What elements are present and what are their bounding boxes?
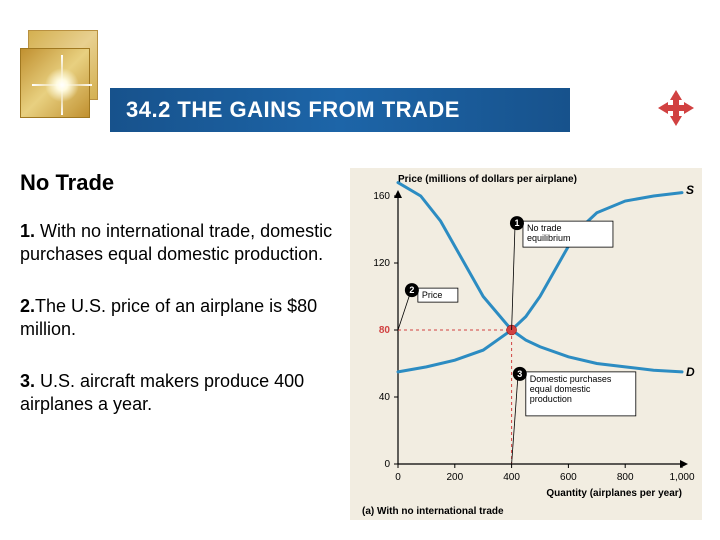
svg-text:Price: Price [422,290,443,300]
svg-text:Price (millions of dollars per: Price (millions of dollars per airplane) [398,174,577,185]
title-bar: 34.2 THE GAINS FROM TRADE [110,88,570,132]
svg-text:S: S [686,183,694,197]
svg-text:40: 40 [379,392,391,403]
svg-text:D: D [686,365,695,379]
content: No Trade 1. With no international trade,… [20,170,340,444]
move-icon[interactable] [656,88,696,128]
svg-text:Quantity (airplanes per year): Quantity (airplanes per year) [546,488,682,499]
svg-text:3: 3 [517,369,522,379]
svg-text:Domestic purchases: Domestic purchases [530,374,612,384]
svg-text:400: 400 [503,472,520,483]
svg-text:0: 0 [384,459,390,470]
svg-text:equal domestic: equal domestic [530,384,591,394]
svg-text:160: 160 [373,191,390,202]
header: 34.2 THE GAINS FROM TRADE [0,0,720,150]
svg-text:0: 0 [395,472,401,483]
svg-text:800: 800 [617,472,634,483]
bullet-3: 3. U.S. aircraft makers produce 400 airp… [20,370,340,417]
svg-text:200: 200 [446,472,463,483]
svg-text:2: 2 [409,285,414,295]
svg-text:80: 80 [379,325,391,336]
page-title: 34.2 THE GAINS FROM TRADE [126,97,460,123]
svg-text:120: 120 [373,258,390,269]
bullet-3-text: U.S. aircraft makers produce 400 airplan… [20,371,304,414]
bullet-2-text: The U.S. price of an airplane is $80 mil… [20,296,317,339]
svg-text:1,000: 1,000 [669,472,694,483]
svg-text:equilibrium: equilibrium [527,233,571,243]
bullet-2-num: 2. [20,296,35,316]
svg-text:(a) With no international trad: (a) With no international trade [362,506,504,517]
svg-text:1: 1 [514,218,519,228]
bullet-1: 1. With no international trade, domestic… [20,220,340,267]
svg-text:600: 600 [560,472,577,483]
svg-text:production: production [530,394,572,404]
subheading: No Trade [20,170,340,196]
chart: Price (millions of dollars per airplane)… [350,168,702,520]
logo-icon [20,30,110,120]
bullet-1-text: With no international trade, domestic pu… [20,221,332,264]
svg-text:No trade: No trade [527,223,562,233]
chart-svg: Price (millions of dollars per airplane)… [350,168,702,520]
bullet-2: 2.The U.S. price of an airplane is $80 m… [20,295,340,342]
bullet-1-num: 1. [20,221,35,241]
bullet-3-num: 3. [20,371,35,391]
